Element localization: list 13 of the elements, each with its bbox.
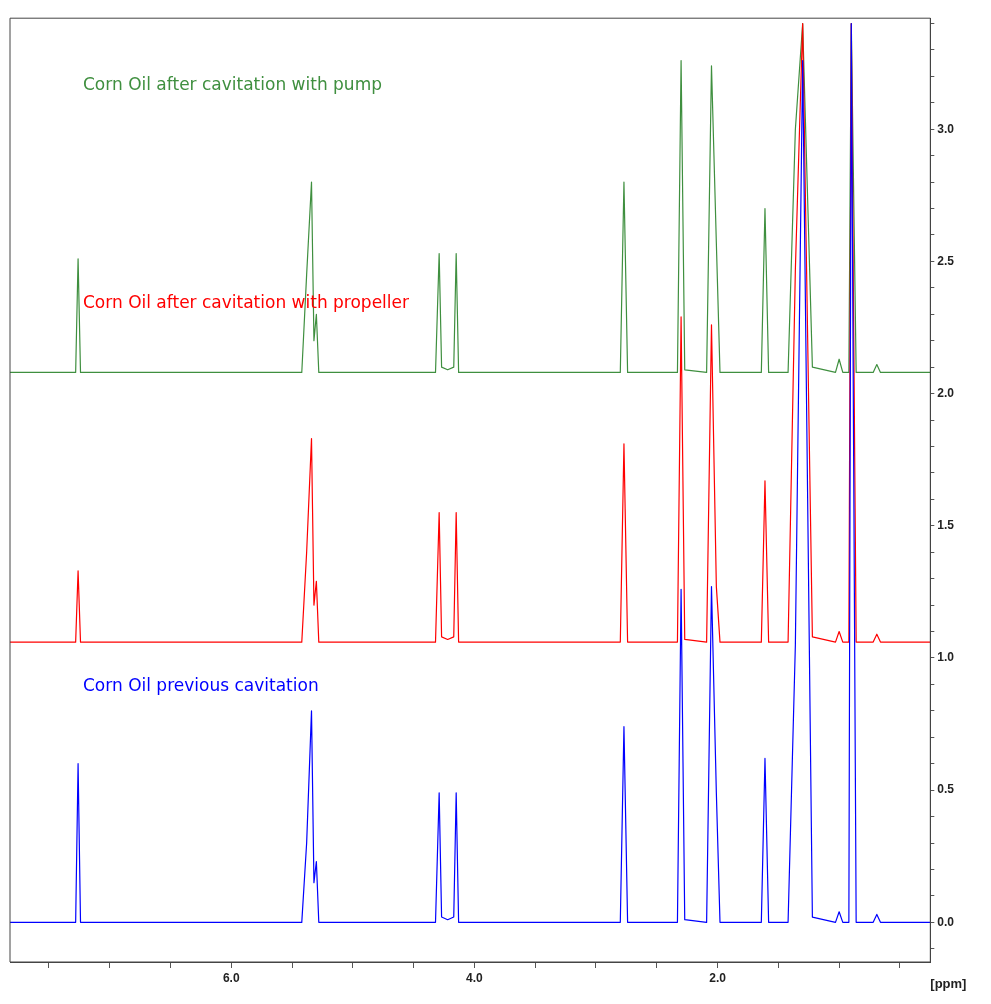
y-tick-label: 0.0 [937, 914, 955, 929]
x-tick-label: 6.0 [222, 970, 240, 985]
y-tick-label: 2.0 [937, 385, 955, 400]
text: Corn Oil after cavitation with pump [83, 73, 382, 94]
y-tick-label: 2.5 [937, 253, 955, 268]
y-tick-label: 1.0 [937, 650, 955, 665]
y-tick-label: 1.5 [937, 518, 955, 533]
x-tick-label: 2.0 [709, 970, 727, 985]
y-tick-label: 0.5 [937, 782, 955, 797]
x-tick-label: 4.0 [466, 970, 484, 985]
x-axis-title: [ppm] [930, 975, 967, 991]
y-tick-label: 3.0 [937, 121, 955, 136]
series-label: Corn Oil previous cavitation [83, 674, 319, 695]
